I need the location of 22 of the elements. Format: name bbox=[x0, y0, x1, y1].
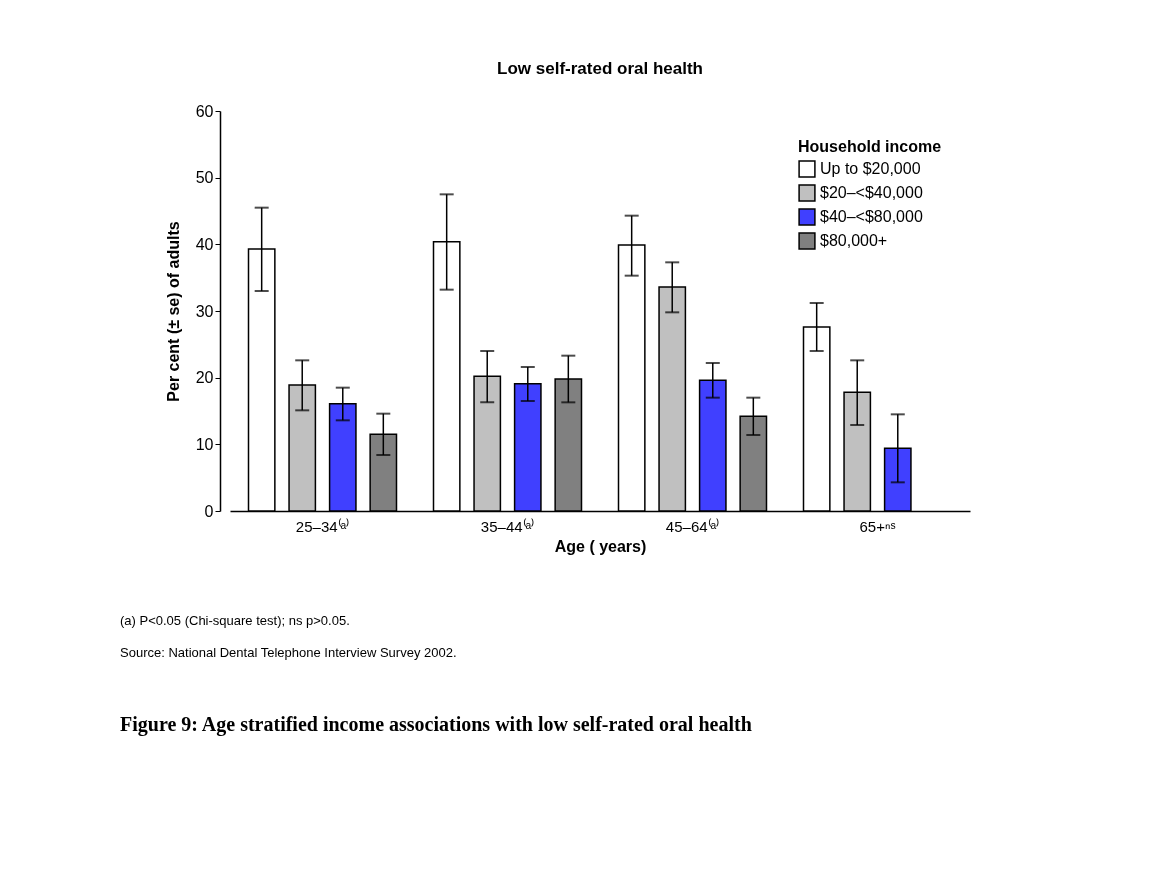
y-tick-label: 10 bbox=[195, 435, 214, 453]
x-axis-title: Age ( years) bbox=[554, 537, 647, 555]
x-tick-label: 65+ⁿˢ bbox=[859, 517, 896, 535]
legend-label: $40–<$80,000 bbox=[820, 208, 923, 225]
y-tick-label: 20 bbox=[195, 369, 214, 387]
y-tick-label: 30 bbox=[195, 302, 214, 320]
y-tick-label: 40 bbox=[195, 235, 214, 253]
legend-title: Household income bbox=[798, 138, 942, 155]
legend-label: $80,000+ bbox=[820, 232, 888, 249]
legend-label: Up to $20,000 bbox=[820, 160, 921, 177]
text: (a) P<0.05 (Chi-square test); ns p>0.05. bbox=[120, 613, 350, 628]
y-tick-label: 50 bbox=[195, 169, 214, 187]
y-tick-label: 60 bbox=[195, 102, 214, 120]
x-tick-label: 25–34⁽ᵃ⁾ bbox=[295, 517, 350, 535]
x-tick-label: 45–64⁽ᵃ⁾ bbox=[665, 517, 720, 535]
y-tick-label: 0 bbox=[204, 502, 214, 520]
caption: Figure 9: Age stratified income associations with low self-rated oral health bbox=[120, 713, 752, 736]
y-axis-title: Per cent (± se) of adults bbox=[164, 221, 182, 402]
chart-title: Low self-rated oral health bbox=[497, 59, 703, 78]
source-note: Source: National Dental Telephone Interview Survey 2002. bbox=[120, 645, 457, 660]
legend-label: $20–<$40,000 bbox=[820, 184, 923, 201]
x-tick-label: 35–44⁽ᵃ⁾ bbox=[480, 517, 535, 535]
